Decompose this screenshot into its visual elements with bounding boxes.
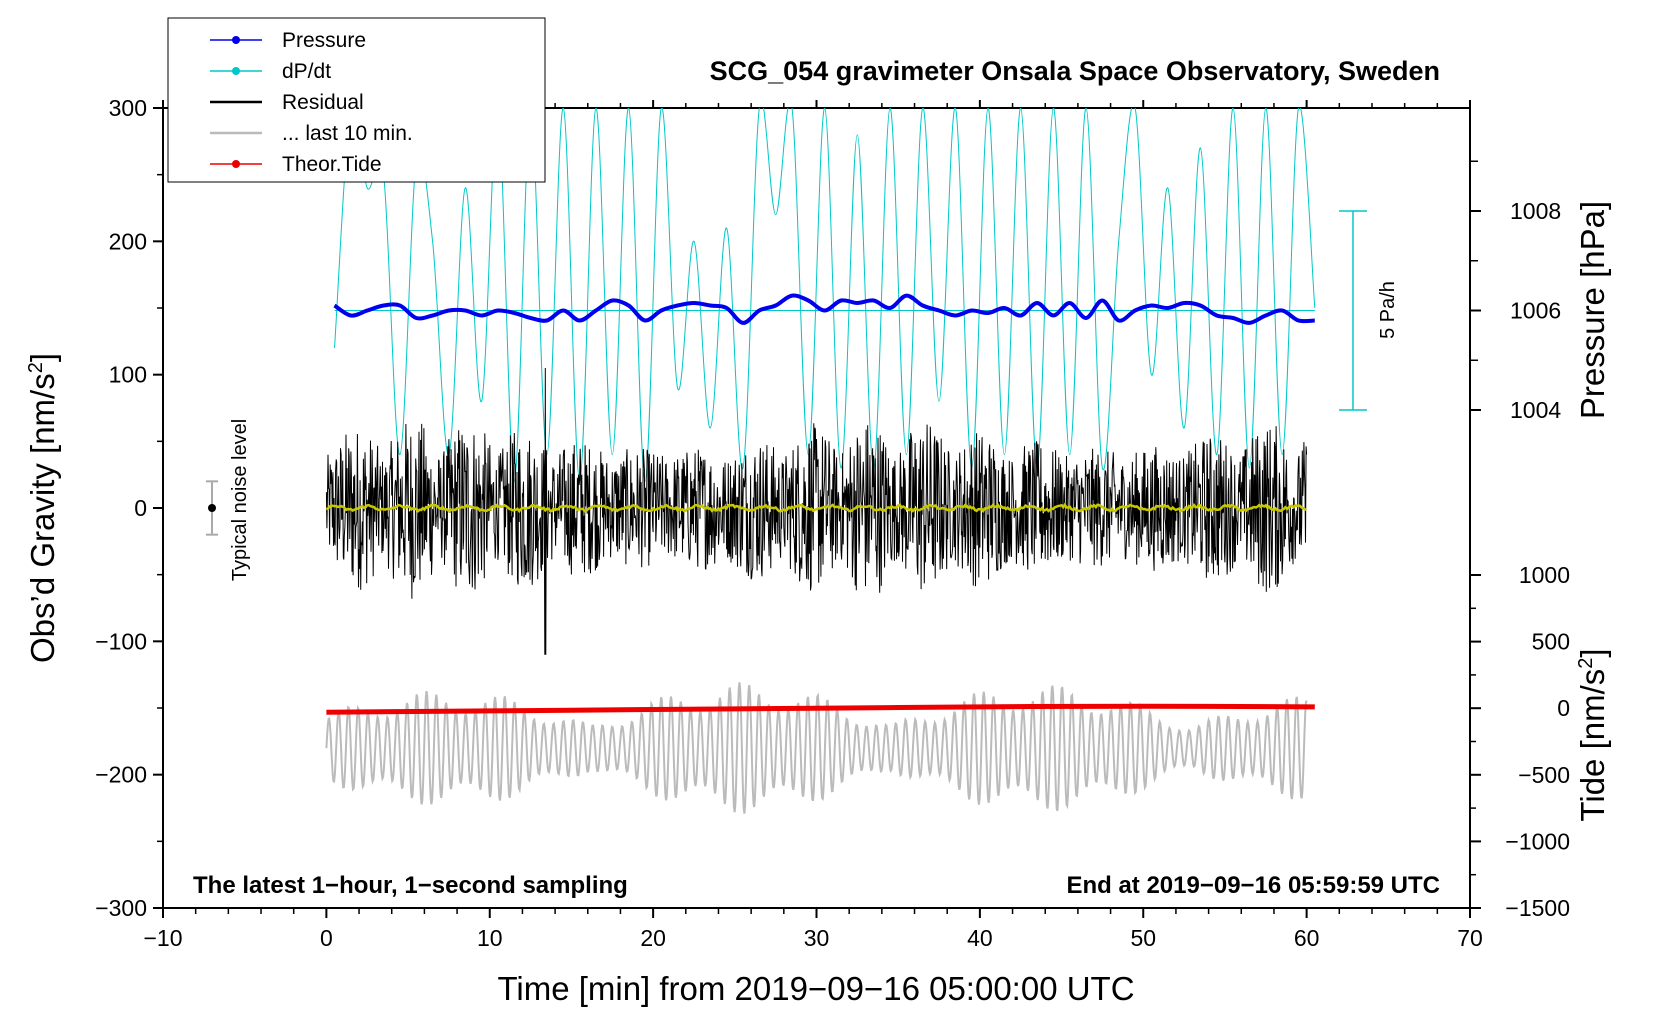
x-tick-label: 30 (804, 925, 830, 951)
tide-tick-label: −1000 (1505, 828, 1570, 854)
legend-label: Residual (282, 91, 364, 114)
x-tick-label: −10 (143, 925, 182, 951)
legend-marker (232, 36, 240, 44)
y-tick-label: 100 (109, 362, 147, 388)
tide-tick-label: 500 (1532, 629, 1570, 655)
annotation-end-time: End at 2019−09−16 05:59:59 UTC (1066, 872, 1440, 899)
y-tick-label: −100 (95, 628, 147, 654)
x-tick-label: 60 (1294, 925, 1320, 951)
legend-marker (232, 160, 240, 168)
noise-dot (208, 504, 217, 512)
legend: Pressure dP/dt Residual ... last 10 min. The… (167, 17, 546, 183)
series-residual-line (325, 367, 1308, 655)
pressure-tick-label: 1006 (1510, 298, 1561, 324)
x-axis: −10 0 10 20 30 40 50 60 70 (143, 100, 1483, 951)
x-tick-label: 40 (967, 925, 993, 951)
y-tick-label: −300 (95, 895, 147, 921)
legend-label: dP/dt (282, 60, 331, 83)
pressure-tick-label: 1004 (1510, 397, 1561, 423)
y-axis-label-left: Obs’d Gravity [nm/s2] (24, 353, 61, 663)
dpdt-scale-label: 5 Pa/h (1377, 281, 1399, 339)
noise-level-label: Typical noise level (229, 419, 251, 581)
legend-label: ... last 10 min. (282, 122, 413, 145)
series-residual-mean-line (325, 502, 1308, 514)
y-tick-label: 200 (109, 228, 147, 254)
y-axis-label-pressure: Pressure [hPa] (1574, 201, 1611, 419)
y-axis-right-pressure: 1004 1006 1008 (1470, 160, 1561, 423)
annotation-sampling: The latest 1−hour, 1−second sampling (193, 872, 628, 899)
legend-box (167, 17, 546, 183)
x-tick-label: 50 (1130, 925, 1156, 951)
tide-tick-label: 1000 (1519, 562, 1570, 588)
tide-tick-label: −500 (1518, 762, 1570, 788)
y-tick-label: 300 (109, 95, 147, 121)
series-last10-line (325, 682, 1308, 814)
series-theor-tide-line (326, 703, 1315, 715)
chart-title: SCG_054 gravimeter Onsala Space Observat… (710, 56, 1440, 86)
x-tick-label: 20 (640, 925, 666, 951)
legend-marker (232, 67, 240, 75)
x-tick-label: 70 (1457, 925, 1483, 951)
y-axis-label-tide: Tide [nm/s2] (1574, 648, 1611, 821)
tide-tick-label: 0 (1557, 695, 1570, 721)
y-axis-left: −300 −200 −100 0 100 200 300 (95, 95, 163, 921)
pressure-tick-label: 1008 (1510, 198, 1561, 224)
series-pressure-line (333, 293, 1315, 325)
dpdt-scale-bar: 5 Pa/h (1339, 210, 1399, 411)
y-tick-label: −200 (95, 762, 147, 788)
legend-label: Theor.Tide (282, 153, 382, 176)
tide-tick-label: −1500 (1505, 895, 1570, 921)
noise-level-marker (206, 480, 219, 536)
x-axis-label: Time [min] from 2019−09−16 05:00:00 UTC (497, 970, 1134, 1007)
x-tick-label: 10 (477, 925, 503, 951)
legend-label: Pressure (282, 29, 366, 52)
x-tick-label: 0 (320, 925, 333, 951)
y-axis-right-tide: −1500 −1000 −500 0 500 1000 (1470, 562, 1570, 921)
y-tick-label: 0 (134, 495, 147, 521)
